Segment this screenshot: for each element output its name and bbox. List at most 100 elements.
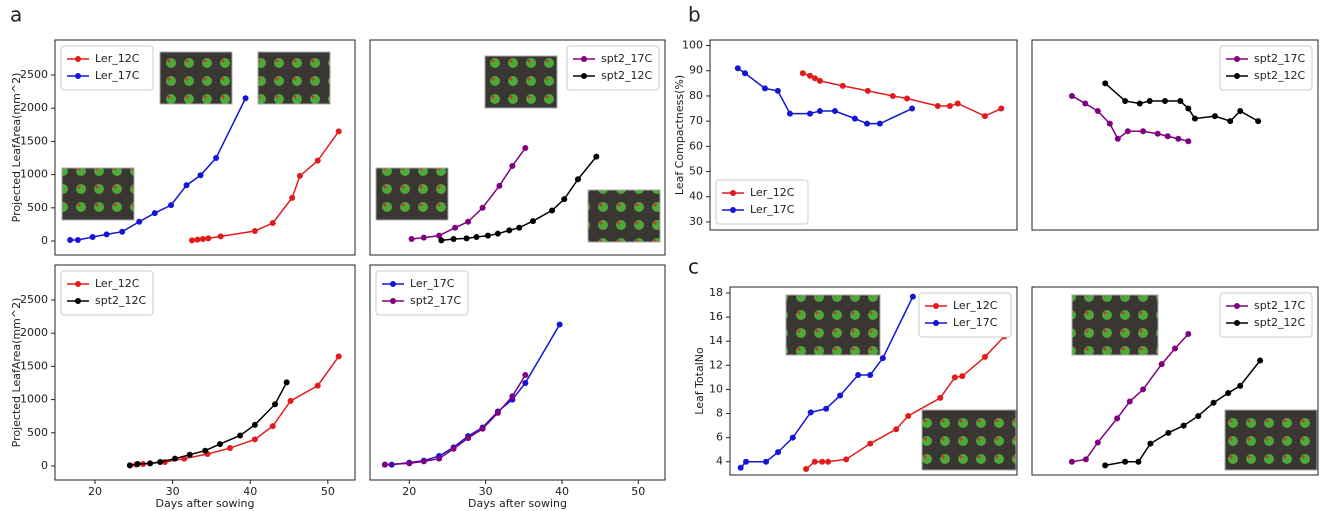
data-point [494, 409, 501, 416]
plot-frame [54, 39, 356, 256]
data-point [479, 204, 486, 211]
y-tick-label: 500 [27, 201, 48, 214]
data-point [775, 449, 782, 456]
legend-box [375, 270, 469, 316]
data-point [420, 458, 427, 465]
data-point [1185, 138, 1192, 145]
legend-label: Ler_12C [750, 186, 795, 199]
data-point [1068, 458, 1075, 465]
data-point [1102, 80, 1109, 87]
legend-box [918, 292, 1012, 338]
legend-marker [730, 190, 736, 196]
data-point [839, 82, 846, 89]
x-tick-label: 40 [555, 485, 569, 498]
legend: Ler_12C spt2_12C [60, 270, 154, 316]
data-point [171, 455, 178, 462]
legend: spt2_17C spt2_12C [566, 45, 660, 91]
y-tick-label: 1500 [20, 359, 48, 372]
plant-image [484, 55, 558, 109]
data-point [251, 421, 258, 428]
data-point [799, 70, 806, 77]
data-point [1082, 100, 1089, 107]
data-point [593, 153, 600, 160]
data-point [136, 218, 143, 225]
data-point [269, 423, 276, 430]
plant-image [1071, 294, 1159, 356]
legend-marker [390, 281, 396, 287]
data-point [806, 110, 813, 117]
plant-image [1224, 409, 1318, 471]
legend-label: Ler_17C [95, 69, 140, 82]
plot-frame [729, 286, 1018, 476]
series-line [384, 374, 526, 466]
data-point [157, 459, 164, 466]
data-point [465, 218, 472, 225]
y-tick-label: 8 [716, 407, 723, 420]
subplot: 20 30 40 50 Days after sowing Ler_17C spt2_17C [369, 264, 666, 510]
plant-image [159, 51, 233, 105]
data-point [1227, 118, 1234, 125]
legend-label: Ler_12C [95, 277, 140, 290]
legend: Ler_12C Ler_17C [60, 45, 154, 91]
plot-area [1068, 331, 1264, 469]
data-point [272, 401, 279, 408]
data-point [1185, 105, 1192, 112]
y-tick-label: 50 [689, 165, 703, 178]
data-point [126, 462, 133, 469]
data-point [889, 92, 896, 99]
legend: spt2_17C spt2_12C [1219, 45, 1313, 91]
data-point [843, 456, 850, 463]
subplot: 4 6 8 10 12 14 16 18 Leaf TotalNo Ler_12C Ler_17C [693, 286, 1018, 476]
data-point [1068, 92, 1075, 99]
data-point [74, 236, 81, 243]
data-point [296, 172, 303, 179]
data-point [855, 371, 862, 378]
data-point [1082, 456, 1089, 463]
y-tick-label: 2500 [20, 68, 48, 81]
data-point [737, 464, 744, 471]
series-line [384, 324, 561, 466]
legend: spt2_17C spt2_12C [1219, 292, 1313, 338]
legend-box [1219, 45, 1313, 91]
data-point [522, 372, 529, 379]
y-tick-label: 2000 [20, 101, 48, 114]
data-point [1237, 382, 1244, 389]
data-point [289, 194, 296, 201]
data-point [876, 120, 883, 127]
data-point [216, 441, 223, 448]
data-point [473, 234, 480, 241]
data-point [879, 355, 886, 362]
data-point [450, 235, 457, 242]
data-point [1162, 97, 1169, 104]
legend-box [1219, 292, 1313, 338]
data-point [1257, 357, 1264, 364]
data-point [934, 103, 941, 110]
y-axis-label: Projected LeafArea(mm^2) [10, 298, 23, 448]
data-point [522, 379, 529, 386]
legend-label: spt2_12C [601, 69, 653, 82]
subplot: spt2_17C spt2_12C [369, 39, 666, 256]
data-point [213, 154, 220, 161]
legend-marker [1234, 73, 1240, 79]
data-point [1255, 118, 1262, 125]
legend-marker [581, 56, 587, 62]
data-point [509, 162, 516, 169]
data-point [741, 70, 748, 77]
y-tick-label: 2000 [20, 326, 48, 339]
data-point [1106, 120, 1113, 127]
legend-box [60, 270, 154, 316]
data-point [574, 176, 581, 183]
y-tick-label: 14 [709, 334, 723, 347]
series-line [129, 355, 340, 467]
data-point [186, 451, 193, 458]
data-point [496, 182, 503, 189]
data-point [556, 321, 563, 328]
data-point [450, 445, 457, 452]
series-line [1071, 95, 1189, 143]
data-point [237, 432, 244, 439]
data-point [823, 405, 830, 412]
data-point [909, 293, 916, 300]
data-point [381, 461, 388, 468]
plant-image [587, 189, 661, 243]
data-point [168, 202, 175, 209]
